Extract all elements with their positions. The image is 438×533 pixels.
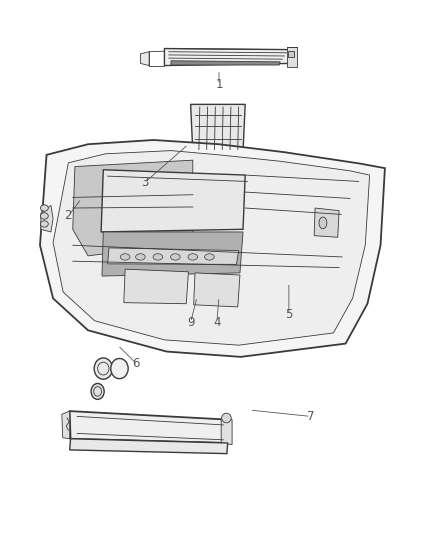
Polygon shape: [164, 49, 291, 66]
Polygon shape: [62, 411, 70, 439]
Polygon shape: [73, 160, 193, 256]
Polygon shape: [108, 248, 239, 264]
Ellipse shape: [319, 217, 327, 229]
Text: 4: 4: [213, 316, 221, 329]
Polygon shape: [70, 411, 230, 443]
Polygon shape: [287, 47, 297, 67]
Polygon shape: [238, 152, 243, 159]
Polygon shape: [70, 439, 228, 454]
Ellipse shape: [136, 254, 145, 260]
Ellipse shape: [91, 383, 104, 399]
Text: 9: 9: [187, 316, 194, 329]
Text: 6: 6: [132, 357, 140, 370]
Ellipse shape: [94, 358, 113, 379]
Polygon shape: [191, 104, 245, 152]
Ellipse shape: [153, 254, 162, 260]
Polygon shape: [171, 61, 280, 65]
Ellipse shape: [40, 221, 48, 227]
Ellipse shape: [205, 254, 214, 260]
Ellipse shape: [120, 254, 130, 260]
Polygon shape: [40, 140, 385, 357]
Polygon shape: [101, 169, 245, 232]
Text: 1: 1: [215, 78, 223, 91]
Ellipse shape: [222, 413, 231, 423]
Ellipse shape: [188, 254, 198, 260]
Polygon shape: [102, 232, 243, 276]
Polygon shape: [288, 51, 294, 57]
Polygon shape: [194, 273, 240, 307]
Ellipse shape: [40, 205, 48, 211]
Text: 7: 7: [307, 410, 314, 423]
Text: 5: 5: [285, 308, 293, 321]
Ellipse shape: [170, 254, 180, 260]
Polygon shape: [141, 52, 149, 66]
Ellipse shape: [111, 359, 128, 378]
Polygon shape: [53, 151, 370, 345]
Polygon shape: [193, 152, 198, 159]
Text: 2: 2: [65, 209, 72, 222]
Polygon shape: [124, 269, 188, 304]
Polygon shape: [314, 208, 339, 237]
Text: 3: 3: [141, 176, 148, 189]
Polygon shape: [221, 419, 232, 445]
Ellipse shape: [40, 213, 48, 219]
Polygon shape: [41, 205, 53, 232]
